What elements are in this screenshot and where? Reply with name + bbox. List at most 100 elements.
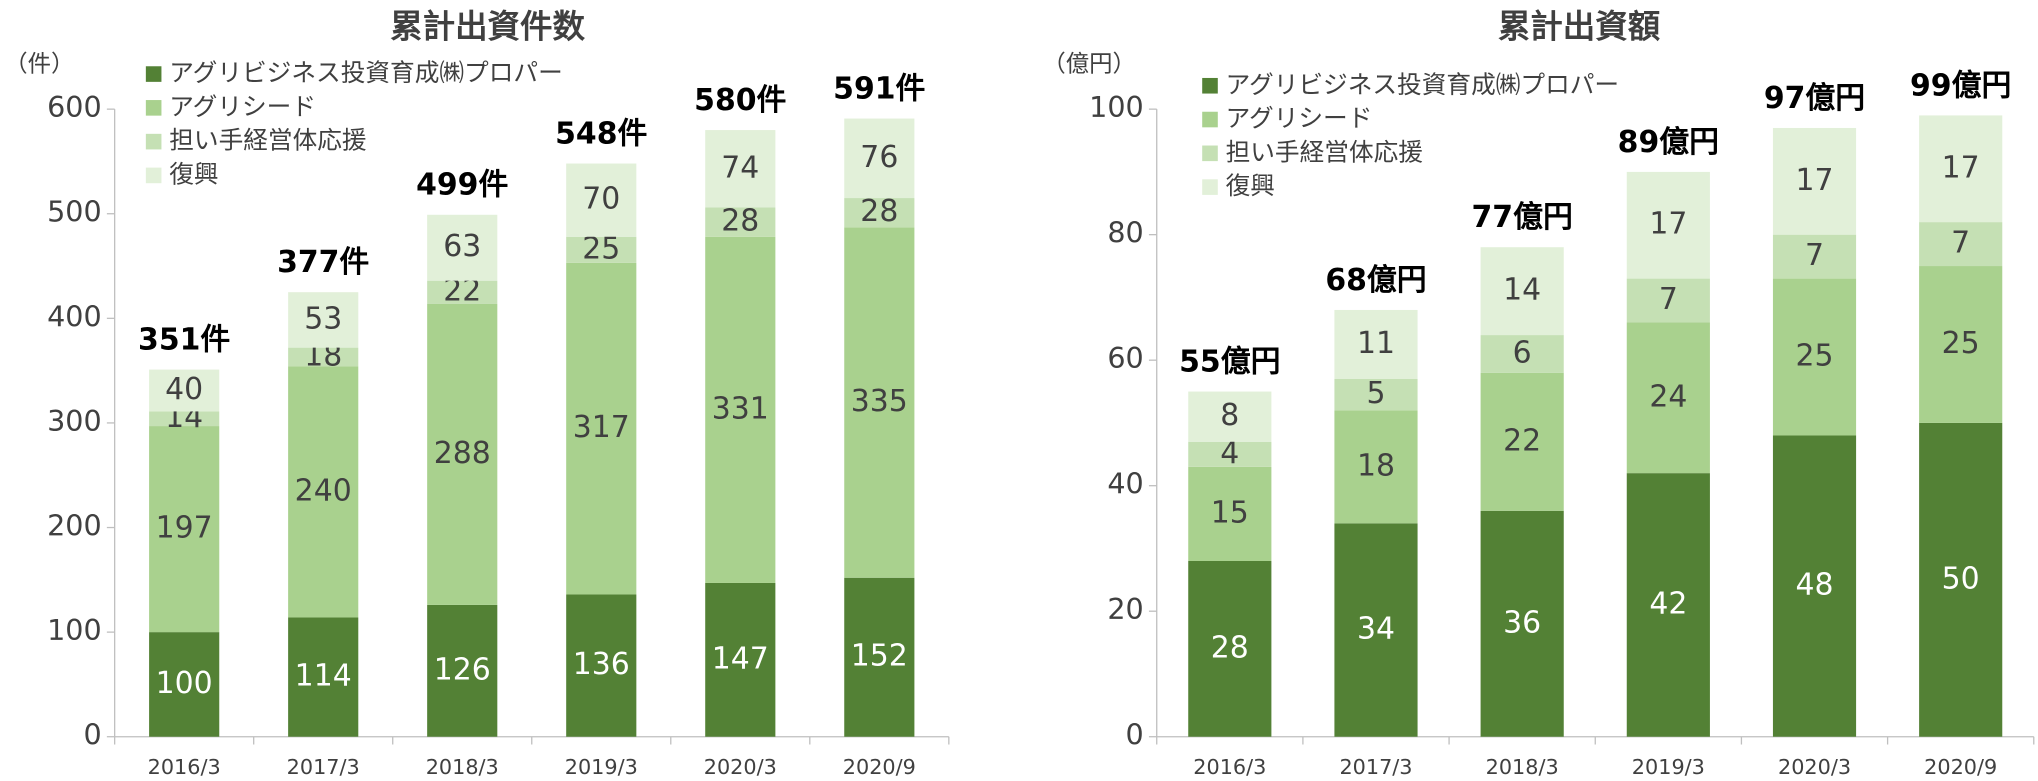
x-tick-label: 2020/3 xyxy=(1778,755,1851,777)
data-label: 25 xyxy=(582,231,620,266)
legend-swatch xyxy=(1202,179,1218,195)
legend-label: アグリビジネス投資育成㈱プロパー xyxy=(169,58,563,87)
data-label: 7 xyxy=(1659,282,1678,317)
data-label: 18 xyxy=(1357,448,1395,483)
bar-segment xyxy=(1480,335,1564,373)
data-label: 25 xyxy=(1942,326,1980,361)
total-label: 591件 xyxy=(833,71,925,106)
bar-segment xyxy=(566,163,637,237)
data-label: 15 xyxy=(1211,495,1249,530)
bar-segment xyxy=(705,130,776,208)
bar-segment xyxy=(1919,222,2003,267)
bar-segment xyxy=(1334,523,1418,737)
bar-segment xyxy=(705,582,776,737)
bar-segment xyxy=(1188,466,1272,561)
legend-label: 復興 xyxy=(169,159,218,188)
data-label: 17 xyxy=(1942,150,1980,185)
data-label: 28 xyxy=(860,194,898,229)
data-label: 7 xyxy=(1951,226,1970,261)
data-label: 24 xyxy=(1649,379,1687,414)
total-label: 77億円 xyxy=(1472,200,1573,235)
data-label: 28 xyxy=(1211,630,1249,665)
data-label: 100 xyxy=(156,666,213,701)
bar-segment xyxy=(1919,266,2003,423)
x-tick-label: 2016/3 xyxy=(1193,755,1266,777)
bar-segment xyxy=(1480,372,1564,511)
y-tick-label: 80 xyxy=(1107,216,1143,250)
data-label: 34 xyxy=(1357,612,1395,647)
legend-swatch xyxy=(145,133,162,150)
bar-segment xyxy=(566,236,637,263)
bar-segment xyxy=(1626,473,1710,737)
bar-segment xyxy=(1334,309,1418,380)
data-label: 6 xyxy=(1513,335,1532,370)
x-tick-label: 2020/9 xyxy=(1924,755,1997,777)
legend-label: 担い手経営体応援 xyxy=(169,126,366,155)
y-tick-label: 300 xyxy=(47,404,102,438)
bar-segment xyxy=(1188,441,1272,467)
bar-segment xyxy=(1626,278,1710,323)
total-label: 97億円 xyxy=(1764,81,1865,116)
data-label: 53 xyxy=(304,301,342,336)
y-tick-label: 400 xyxy=(47,299,102,333)
x-tick-label: 2018/3 xyxy=(426,755,499,777)
legend-swatch xyxy=(145,66,162,82)
data-label: 331 xyxy=(712,391,769,426)
legend-swatch xyxy=(1202,111,1218,128)
data-label: 240 xyxy=(295,473,352,508)
y-tick-label: 0 xyxy=(83,718,101,752)
y-tick-label: 100 xyxy=(47,613,102,647)
data-label: 50 xyxy=(1942,561,1980,596)
y-tick-label: 600 xyxy=(47,90,102,124)
chart-title: 累計出資額 xyxy=(1498,8,1660,46)
data-label: 40 xyxy=(165,372,203,407)
legend-label: アグリシード xyxy=(1226,104,1373,133)
bar-segment xyxy=(1626,322,1710,474)
legend-swatch xyxy=(145,100,162,116)
bar-segment xyxy=(1188,391,1272,442)
bar-segment xyxy=(1334,410,1418,524)
total-label: 580件 xyxy=(694,83,786,118)
bar-segment xyxy=(149,369,220,412)
total-label: 68億円 xyxy=(1325,263,1426,298)
total-label: 55億円 xyxy=(1179,344,1280,379)
bar-segment xyxy=(1188,560,1272,737)
y-tick-label: 40 xyxy=(1107,467,1143,501)
chart-title: 累計出資件数 xyxy=(390,8,585,46)
y-tick-label: 200 xyxy=(47,509,102,543)
total-label: 351件 xyxy=(138,323,230,358)
bar-segment xyxy=(1772,435,1857,737)
data-label: 70 xyxy=(582,182,620,217)
bar-segment xyxy=(705,236,776,583)
legend-label: 復興 xyxy=(1226,171,1275,200)
data-label: 8 xyxy=(1220,398,1239,433)
total-label: 99億円 xyxy=(1910,68,2011,103)
bar-segment xyxy=(149,632,220,737)
data-label: 7 xyxy=(1805,238,1824,273)
y-tick-label: 0 xyxy=(1126,718,1144,752)
data-label: 42 xyxy=(1649,586,1687,621)
bar-segment xyxy=(288,617,359,737)
total-label: 548件 xyxy=(555,116,647,151)
data-label: 5 xyxy=(1366,376,1385,411)
legend-label: アグリシード xyxy=(169,92,316,121)
total-label: 89億円 xyxy=(1618,125,1719,160)
bar-segment xyxy=(288,347,359,367)
x-tick-label: 2018/3 xyxy=(1486,755,1559,777)
bar-segment xyxy=(1480,247,1564,336)
x-tick-label: 2017/3 xyxy=(1339,755,1412,777)
data-label: 76 xyxy=(860,140,898,175)
data-label: 36 xyxy=(1503,605,1541,640)
bar-segment xyxy=(1772,234,1857,279)
bar-segment xyxy=(844,118,915,199)
bar-segment xyxy=(705,207,776,237)
data-label: 288 xyxy=(434,436,491,471)
data-label: 25 xyxy=(1796,339,1834,374)
data-label: 152 xyxy=(851,639,908,674)
data-label: 63 xyxy=(443,229,481,264)
bar-segment xyxy=(149,411,220,427)
data-label: 74 xyxy=(721,150,759,185)
data-label: 4 xyxy=(1220,436,1239,471)
x-tick-label: 2016/3 xyxy=(148,755,221,777)
